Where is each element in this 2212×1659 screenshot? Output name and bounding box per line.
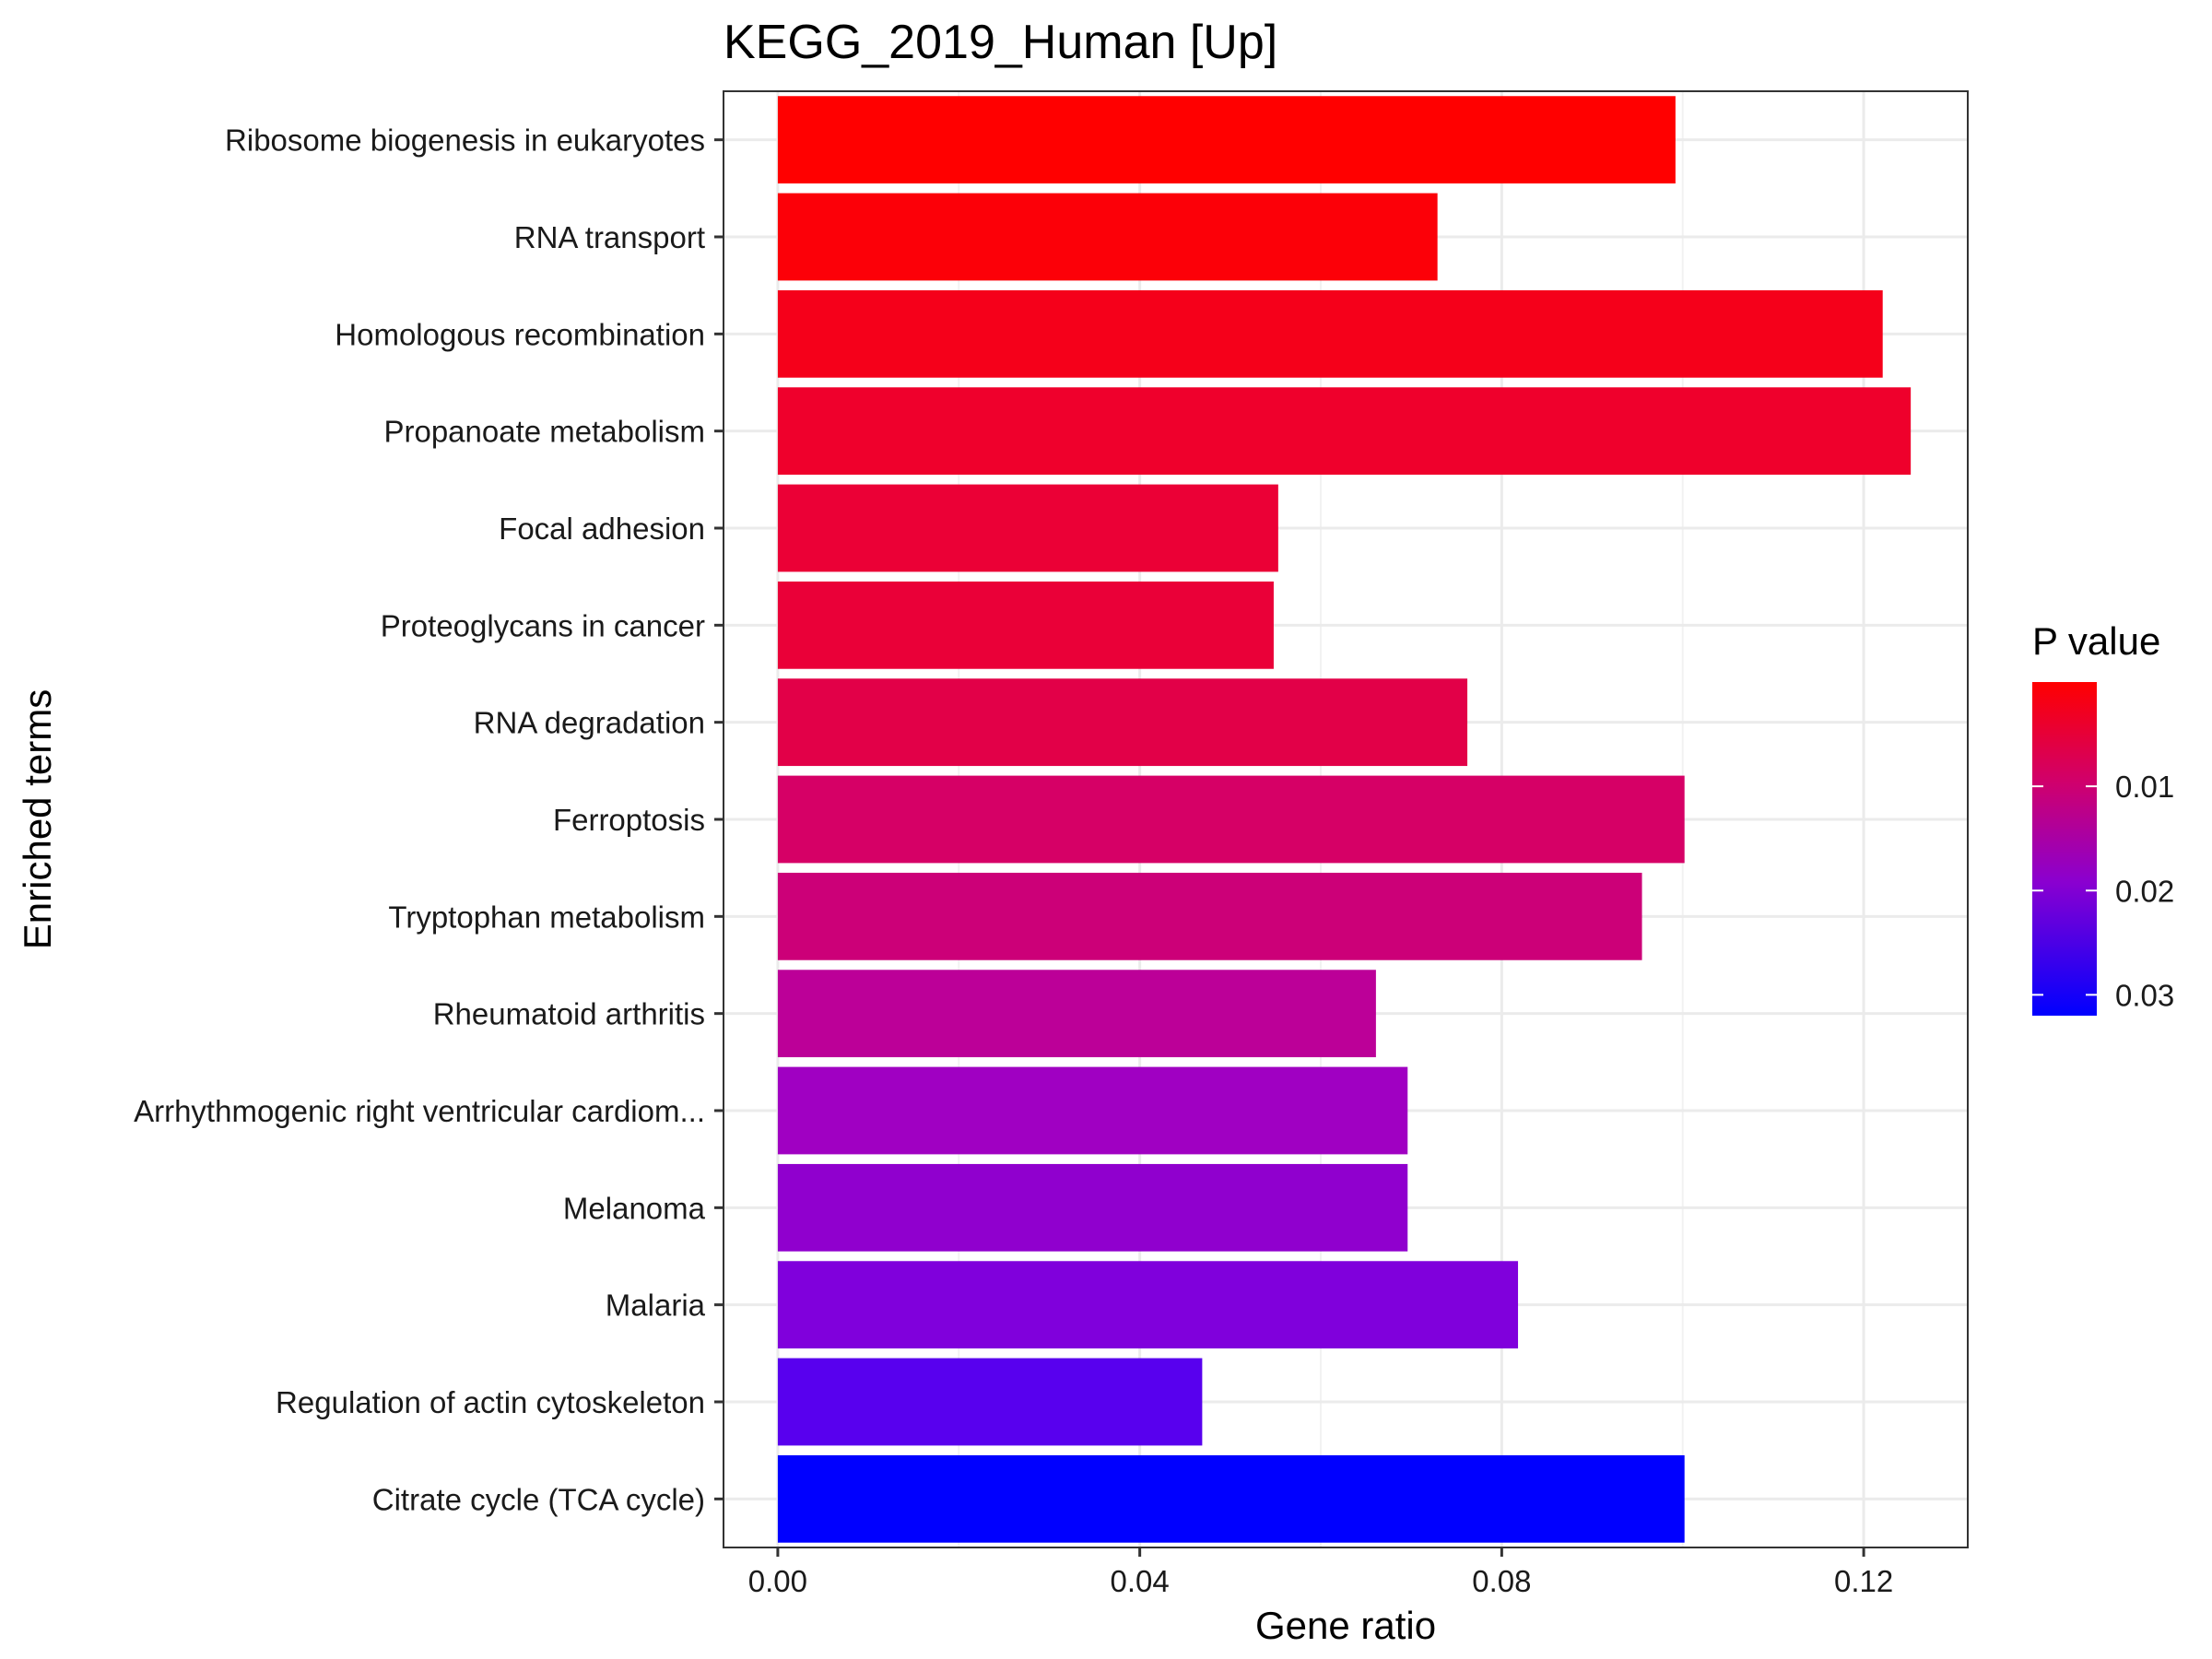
y-axis: Ribosome biogenesis in eukaryotes RNA tra… <box>134 124 724 1516</box>
x-tick-label: 0.00 <box>748 1564 807 1598</box>
bar <box>777 775 1685 864</box>
legend-tick-label: 0.02 <box>2115 874 2174 908</box>
legend-title: P value <box>2032 619 2160 663</box>
bar <box>777 1163 1408 1252</box>
bar <box>777 970 1376 1058</box>
bar <box>777 1358 1203 1446</box>
y-tick-label: Regulation of actin cytoskeleton <box>276 1385 705 1419</box>
y-tick-label: Arrhythmogenic right ventricular cardiom… <box>134 1094 705 1128</box>
legend: P value 0.01 0.02 0.03 <box>2032 619 2174 1016</box>
y-tick-label: Propanoate metabolism <box>383 415 705 449</box>
bar <box>777 1261 1519 1349</box>
x-tick-label: 0.04 <box>1111 1564 1170 1598</box>
y-tick-label: Proteoglycans in cancer <box>381 608 705 642</box>
y-tick-label: Melanoma <box>563 1191 706 1225</box>
bar <box>777 1066 1408 1155</box>
legend-tick-label: 0.03 <box>2115 978 2174 1012</box>
bar <box>777 678 1468 767</box>
bar <box>777 193 1438 281</box>
y-tick-label: Rheumatoid arthritis <box>433 997 705 1031</box>
bar <box>777 581 1274 669</box>
x-axis-title: Gene ratio <box>1255 1604 1436 1647</box>
legend-tick-label: 0.01 <box>2115 770 2174 804</box>
y-tick-label: RNA degradation <box>474 706 705 740</box>
bar <box>777 289 1883 378</box>
y-tick-label: Homologous recombination <box>335 317 705 351</box>
y-tick-label: Citrate cycle (TCA cycle) <box>372 1482 705 1516</box>
chart-title: KEGG_2019_Human [Up] <box>724 16 1277 69</box>
y-tick-label: Focal adhesion <box>499 512 705 546</box>
y-tick-label: Tryptophan metabolism <box>388 900 705 934</box>
x-axis: 0.00 0.04 0.08 0.12 <box>748 1547 1893 1598</box>
bars <box>777 96 1912 1543</box>
bar <box>777 387 1912 476</box>
y-axis-title: Enriched terms <box>16 689 59 949</box>
y-tick-label: Malaria <box>606 1288 706 1323</box>
bar <box>777 872 1642 960</box>
x-tick-label: 0.08 <box>1472 1564 1531 1598</box>
y-tick-label: RNA transport <box>514 220 705 254</box>
x-tick-label: 0.12 <box>1834 1564 1893 1598</box>
y-tick-label: Ferroptosis <box>553 803 705 837</box>
bar <box>777 484 1278 572</box>
legend-ticks: 0.01 0.02 0.03 <box>2032 770 2174 1012</box>
bar <box>777 1454 1685 1543</box>
y-tick-label: Ribosome biogenesis in eukaryotes <box>225 124 705 158</box>
legend-colorbar <box>2032 682 2097 1016</box>
bar <box>777 96 1676 184</box>
